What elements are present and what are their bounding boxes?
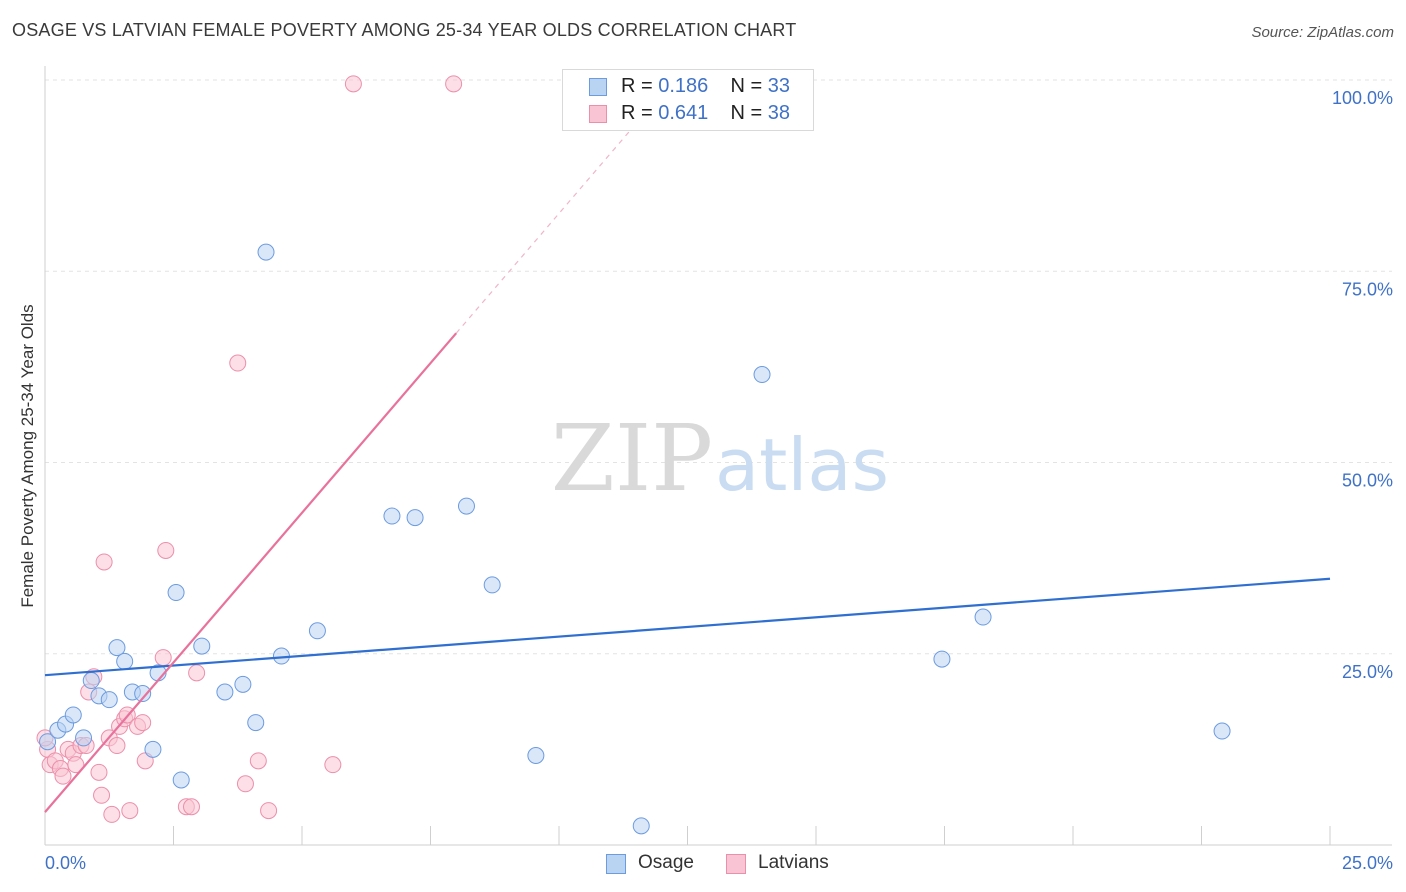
osage-point <box>144 740 162 758</box>
osage-point <box>134 685 152 703</box>
osage-point <box>116 652 134 670</box>
osage-r-value: 0.186 <box>658 75 709 97</box>
latvian-point <box>445 75 463 93</box>
latvian-n-label: N = <box>730 102 763 124</box>
osage-point <box>457 497 475 515</box>
stats-legend: R = 0.186 N = 33 R = 0.641 N = 38 <box>562 69 814 131</box>
latvian-point <box>90 763 108 781</box>
latvian-point <box>154 649 172 667</box>
latvian-n-value: 38 <box>767 102 791 124</box>
osage-point <box>167 584 185 602</box>
y-tick-label: 25.0% <box>1342 662 1393 682</box>
osage-point <box>632 817 650 835</box>
osage-point <box>108 639 126 657</box>
latvian-point <box>108 737 126 755</box>
osage-point <box>308 622 326 640</box>
watermark-atlas: atlas <box>715 423 889 507</box>
osage-point <box>193 637 211 655</box>
latvian-points <box>36 75 463 823</box>
osage-point <box>1213 722 1231 740</box>
osage-legend-swatch <box>606 854 626 874</box>
osage-n-label: N = <box>730 75 763 97</box>
osage-point <box>383 507 401 525</box>
latvian-legend-swatch <box>726 854 746 874</box>
osage-point <box>100 691 118 709</box>
latvian-point <box>249 752 267 770</box>
axes <box>44 66 1392 846</box>
latvian-point <box>344 75 362 93</box>
y-tick-label: 75.0% <box>1342 279 1393 299</box>
osage-legend-label: Osage <box>638 852 694 873</box>
osage-point <box>39 733 57 751</box>
tick-labels: 25.0% 50.0% 75.0% 100.0% 0.0% 25.0% <box>45 88 1393 873</box>
latvian-r-label: R = <box>621 102 653 124</box>
latvian-point <box>121 802 139 820</box>
trend-lines <box>44 123 1331 813</box>
latvian-trend-extension <box>455 123 637 334</box>
osage-point <box>257 243 275 261</box>
chart-title: OSAGE VS LATVIAN FEMALE POVERTY AMONG 25… <box>12 20 797 40</box>
latvian-point <box>182 798 200 816</box>
osage-points <box>39 243 1231 835</box>
watermark-zip: ZIP <box>551 405 713 512</box>
latvian-legend-label: Latvians <box>758 852 829 873</box>
osage-point <box>234 675 252 693</box>
latvian-point <box>134 714 152 732</box>
latvian-point <box>229 354 247 372</box>
latvian-point <box>324 756 342 774</box>
osage-n-value: 33 <box>767 75 791 97</box>
latvian-r-value: 0.641 <box>658 102 709 124</box>
latvian-point <box>67 756 85 774</box>
latvian-point <box>260 802 278 820</box>
osage-point <box>216 683 234 701</box>
x-tick-label-max: 25.0% <box>1342 853 1393 873</box>
osage-swatch <box>589 78 607 96</box>
latvian-trend-line <box>44 332 458 813</box>
osage-trend-line <box>44 577 1331 677</box>
x-tick-label-min: 0.0% <box>45 853 86 873</box>
latvian-point <box>103 805 121 823</box>
latvian-point <box>157 541 175 559</box>
y-tick-label: 100.0% <box>1332 88 1393 108</box>
gridlines <box>45 79 1392 655</box>
y-tick-label: 50.0% <box>1342 471 1393 491</box>
latvian-point <box>93 786 111 804</box>
osage-point <box>974 608 992 626</box>
osage-point <box>64 706 82 724</box>
latvian-swatch <box>589 105 607 123</box>
latvian-point <box>188 664 206 682</box>
source-label: Source: ZipAtlas.com <box>1251 24 1394 41</box>
osage-point <box>933 650 951 668</box>
osage-point <box>406 509 424 527</box>
osage-point <box>483 576 501 594</box>
latvian-point <box>236 775 254 793</box>
latvian-point <box>95 553 113 571</box>
osage-point <box>82 672 100 690</box>
osage-point <box>527 746 545 764</box>
osage-point <box>247 714 265 732</box>
osage-point <box>753 366 771 384</box>
osage-r-label: R = <box>621 75 653 97</box>
osage-point <box>172 771 190 789</box>
osage-point <box>75 729 93 747</box>
latvian-point <box>54 767 72 785</box>
